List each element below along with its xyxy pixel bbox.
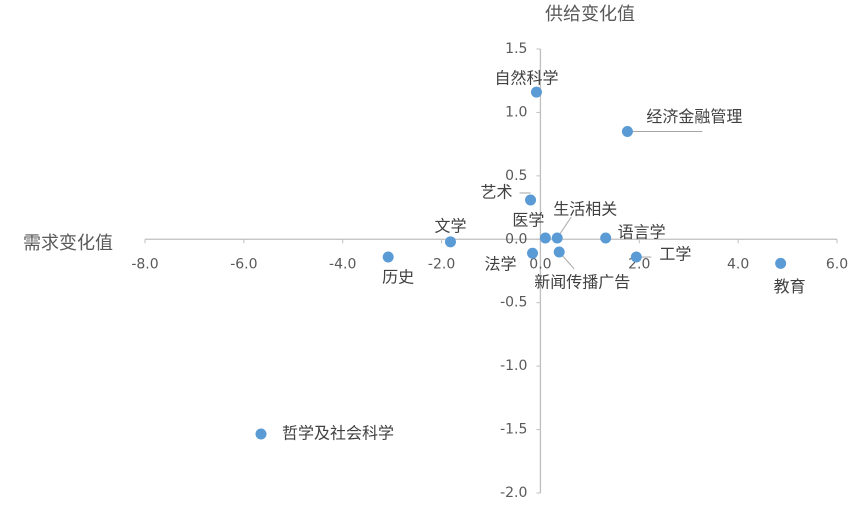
point — [600, 232, 612, 244]
y-tick-label: -1.0 — [500, 358, 527, 374]
y-tick-label: 1.5 — [505, 41, 527, 57]
point-label: 艺术 — [481, 182, 513, 201]
point-label: 工学 — [659, 245, 691, 264]
point-label: 法学 — [485, 255, 517, 274]
x-tick-label: -6.0 — [230, 256, 257, 272]
y-axis-title: 供给变化值 — [545, 4, 635, 25]
point — [527, 247, 539, 259]
point-label: 语言学 — [618, 223, 666, 242]
y-tick-label: 1.0 — [505, 104, 527, 120]
point-label: 文学 — [434, 216, 466, 235]
point — [525, 194, 537, 206]
point-label: 自然科学 — [494, 69, 558, 88]
point-label: 经济金融管理 — [646, 107, 742, 126]
point — [530, 86, 542, 98]
x-tick-label: 6.0 — [826, 256, 848, 272]
point — [553, 246, 565, 258]
point-label: 教育 — [774, 277, 806, 296]
x-tick-label: -2.0 — [428, 256, 455, 272]
point — [382, 251, 394, 263]
point — [621, 125, 633, 137]
point-label: 生活相关 — [553, 200, 617, 219]
point — [630, 251, 642, 263]
y-tick-label: 0.5 — [505, 168, 527, 184]
point — [775, 257, 787, 269]
y-tick-label: -0.5 — [500, 295, 527, 311]
point — [444, 236, 456, 248]
point-label: 医学 — [512, 211, 544, 230]
point-label: 新闻传播广告 — [534, 272, 630, 291]
legend-marker — [255, 428, 267, 440]
point — [551, 232, 563, 244]
x-tick-label: -4.0 — [329, 256, 356, 272]
x-axis-title: 需求变化值 — [23, 233, 113, 254]
x-tick-label: 0.0 — [529, 256, 551, 272]
y-tick-label: 0.0 — [505, 231, 527, 247]
x-tick-label: -8.0 — [131, 256, 158, 272]
legend-label: 哲学及社会科学 — [282, 424, 394, 443]
y-tick-label: -1.5 — [500, 422, 527, 438]
point — [539, 232, 551, 244]
x-tick-label: 4.0 — [727, 256, 749, 272]
point-label: 历史 — [382, 268, 414, 287]
y-tick-label: -2.0 — [500, 485, 527, 501]
